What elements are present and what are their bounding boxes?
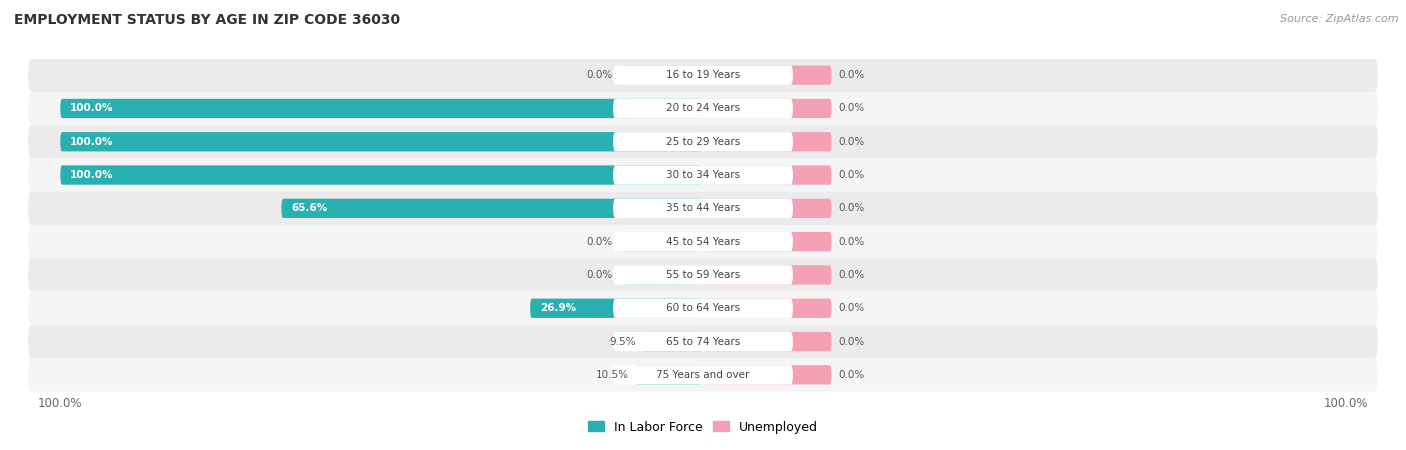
- Text: 26.9%: 26.9%: [540, 303, 576, 313]
- FancyBboxPatch shape: [281, 199, 703, 218]
- Text: 100.0%: 100.0%: [70, 137, 114, 147]
- Text: 100.0%: 100.0%: [70, 104, 114, 113]
- Text: 0.0%: 0.0%: [838, 337, 865, 347]
- FancyBboxPatch shape: [636, 365, 703, 384]
- FancyBboxPatch shape: [613, 365, 793, 384]
- Text: 35 to 44 Years: 35 to 44 Years: [666, 203, 740, 213]
- FancyBboxPatch shape: [703, 99, 831, 118]
- FancyBboxPatch shape: [60, 166, 703, 184]
- FancyBboxPatch shape: [703, 232, 831, 251]
- FancyBboxPatch shape: [28, 325, 1378, 358]
- FancyBboxPatch shape: [703, 132, 831, 151]
- FancyBboxPatch shape: [28, 258, 1378, 292]
- FancyBboxPatch shape: [28, 125, 1378, 158]
- Text: 16 to 19 Years: 16 to 19 Years: [666, 70, 740, 80]
- FancyBboxPatch shape: [60, 99, 703, 118]
- FancyBboxPatch shape: [703, 266, 831, 284]
- FancyBboxPatch shape: [703, 66, 831, 85]
- FancyBboxPatch shape: [613, 166, 793, 184]
- FancyBboxPatch shape: [703, 299, 831, 318]
- FancyBboxPatch shape: [28, 358, 1378, 392]
- Text: 0.0%: 0.0%: [838, 203, 865, 213]
- FancyBboxPatch shape: [530, 299, 703, 318]
- Text: 0.0%: 0.0%: [586, 70, 613, 80]
- Text: 0.0%: 0.0%: [838, 170, 865, 180]
- FancyBboxPatch shape: [620, 66, 703, 85]
- Text: 30 to 34 Years: 30 to 34 Years: [666, 170, 740, 180]
- FancyBboxPatch shape: [703, 332, 831, 351]
- Text: 10.5%: 10.5%: [596, 370, 628, 380]
- Text: 0.0%: 0.0%: [838, 237, 865, 247]
- Text: 25 to 29 Years: 25 to 29 Years: [666, 137, 740, 147]
- Text: 0.0%: 0.0%: [838, 70, 865, 80]
- Text: 0.0%: 0.0%: [586, 237, 613, 247]
- FancyBboxPatch shape: [28, 192, 1378, 225]
- FancyBboxPatch shape: [613, 199, 793, 218]
- Text: 0.0%: 0.0%: [838, 370, 865, 380]
- FancyBboxPatch shape: [613, 332, 793, 351]
- FancyBboxPatch shape: [643, 332, 703, 351]
- Text: 0.0%: 0.0%: [838, 270, 865, 280]
- FancyBboxPatch shape: [703, 166, 831, 184]
- FancyBboxPatch shape: [703, 365, 831, 384]
- Text: 20 to 24 Years: 20 to 24 Years: [666, 104, 740, 113]
- Text: Source: ZipAtlas.com: Source: ZipAtlas.com: [1281, 14, 1399, 23]
- FancyBboxPatch shape: [613, 132, 793, 151]
- FancyBboxPatch shape: [620, 232, 703, 251]
- Text: 0.0%: 0.0%: [838, 137, 865, 147]
- FancyBboxPatch shape: [28, 292, 1378, 325]
- Text: 45 to 54 Years: 45 to 54 Years: [666, 237, 740, 247]
- FancyBboxPatch shape: [28, 225, 1378, 258]
- FancyBboxPatch shape: [613, 299, 793, 318]
- FancyBboxPatch shape: [703, 199, 831, 218]
- FancyBboxPatch shape: [613, 232, 793, 251]
- Text: 100.0%: 100.0%: [70, 170, 114, 180]
- Text: 0.0%: 0.0%: [838, 104, 865, 113]
- FancyBboxPatch shape: [28, 58, 1378, 92]
- FancyBboxPatch shape: [28, 158, 1378, 192]
- Text: 55 to 59 Years: 55 to 59 Years: [666, 270, 740, 280]
- Text: 60 to 64 Years: 60 to 64 Years: [666, 303, 740, 313]
- Text: EMPLOYMENT STATUS BY AGE IN ZIP CODE 36030: EMPLOYMENT STATUS BY AGE IN ZIP CODE 360…: [14, 14, 401, 27]
- Text: 65.6%: 65.6%: [291, 203, 328, 213]
- FancyBboxPatch shape: [620, 266, 703, 284]
- Text: 65 to 74 Years: 65 to 74 Years: [666, 337, 740, 347]
- Legend: In Labor Force, Unemployed: In Labor Force, Unemployed: [583, 415, 823, 439]
- Text: 0.0%: 0.0%: [586, 270, 613, 280]
- Text: 0.0%: 0.0%: [838, 303, 865, 313]
- FancyBboxPatch shape: [613, 266, 793, 284]
- FancyBboxPatch shape: [28, 92, 1378, 125]
- FancyBboxPatch shape: [60, 132, 703, 151]
- Text: 75 Years and over: 75 Years and over: [657, 370, 749, 380]
- FancyBboxPatch shape: [613, 66, 793, 85]
- Text: 9.5%: 9.5%: [609, 337, 636, 347]
- FancyBboxPatch shape: [613, 99, 793, 118]
